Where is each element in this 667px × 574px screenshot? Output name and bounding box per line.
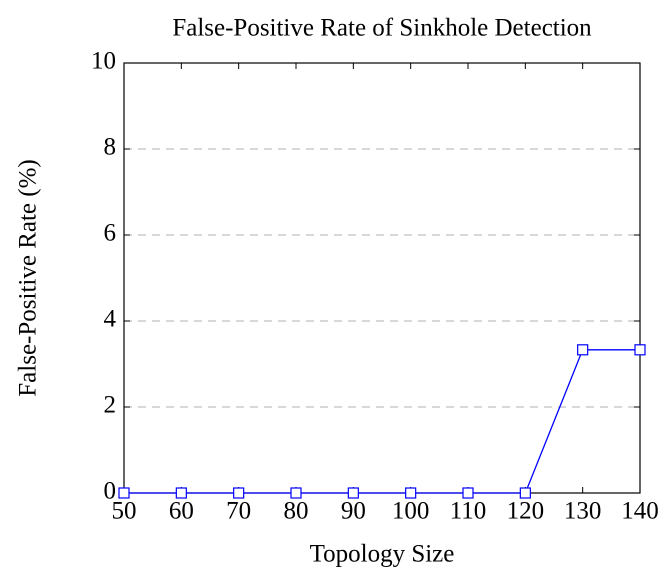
y-tick-label: 0	[104, 478, 117, 505]
point-marker	[118, 487, 130, 499]
x-axis-label: Topology Size	[310, 541, 455, 568]
y-tick-label: 4	[104, 306, 117, 333]
point-marker	[347, 487, 359, 499]
point-marker	[405, 487, 417, 499]
x-tick-label: 110	[450, 498, 487, 525]
point-marker	[290, 487, 302, 499]
y-tick-label: 6	[104, 220, 117, 247]
x-tick-label: 70	[226, 498, 251, 525]
point-marker	[462, 487, 474, 499]
x-tick-label: 140	[621, 498, 659, 525]
x-tick-label: 80	[284, 498, 309, 525]
x-tick-label: 60	[169, 498, 194, 525]
y-tick-label: 2	[104, 392, 117, 419]
y-tick-label: 10	[91, 48, 116, 75]
point-marker	[634, 344, 646, 356]
y-axis-label: False-Positive Rate (%)	[15, 159, 42, 396]
series-line	[124, 349, 640, 494]
x-tick-label: 120	[507, 498, 545, 525]
x-tick-label: 130	[564, 498, 602, 525]
point-marker	[519, 487, 531, 499]
y-tick-label: 8	[104, 134, 117, 161]
plot-frame	[123, 62, 641, 494]
x-tick-label: 100	[392, 498, 430, 525]
x-tick-label: 50	[112, 498, 137, 525]
point-marker	[577, 344, 589, 356]
point-marker	[233, 487, 245, 499]
point-marker	[175, 487, 187, 499]
chart-title: False-Positive Rate of Sinkhole Detectio…	[172, 15, 592, 42]
x-tick-label: 90	[341, 498, 366, 525]
